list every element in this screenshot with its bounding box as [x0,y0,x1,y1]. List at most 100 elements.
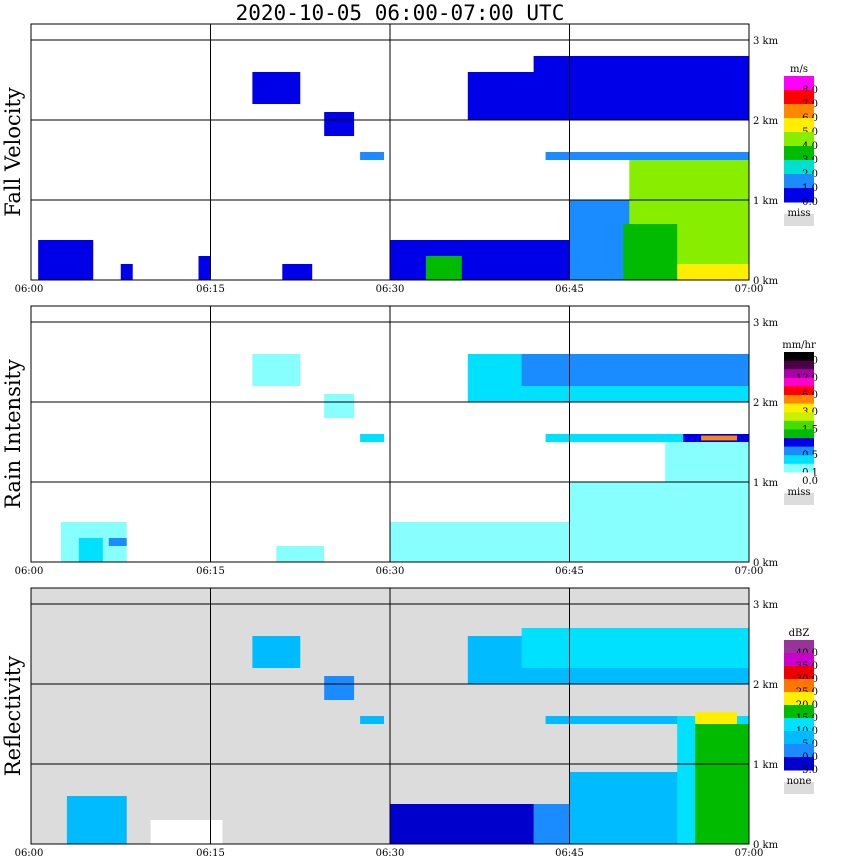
echo-region [252,72,301,104]
y-tick-label: 1 km [753,196,779,207]
legend-swatch [784,692,814,706]
x-tick-label: 07:00 [735,284,764,295]
legend-swatch [784,146,814,161]
legend-swatch [784,188,814,203]
legend-swatch [784,90,814,105]
echo-region [701,435,738,441]
echo-region [545,716,749,724]
echo-region [533,56,749,104]
legend-missing-swatch [784,214,814,226]
y-tick-label: 3 km [753,318,779,329]
y-tick-label: 1 km [753,478,779,489]
echo-region [282,264,313,280]
x-tick-label: 06:15 [196,284,225,295]
x-tick-label: 06:00 [15,284,44,295]
panel-title: Rain Intensity [1,359,25,509]
echo-region [425,256,462,280]
legend-swatch [784,132,814,147]
legend-swatch [784,429,814,439]
plot-frame [30,305,750,563]
legend-swatch [784,403,814,413]
y-tick-label: 3 km [753,36,779,47]
echo-region [108,538,127,546]
legend-swatch [784,369,814,379]
legend-swatch [784,395,814,405]
x-tick-label: 06:45 [555,848,584,859]
echo-region [324,394,355,418]
x-tick-label: 06:30 [376,566,405,577]
echo-region [665,434,749,562]
legend-swatch [784,76,814,91]
x-tick-label: 06:00 [15,848,44,859]
legend-label: 0.0 [802,476,818,487]
legend-swatch [784,472,814,482]
x-tick-label: 06:30 [376,284,405,295]
panel-title: Fall Velocity [1,87,25,217]
echo-region [360,434,385,442]
x-tick-label: 07:00 [735,848,764,859]
echo-region [324,676,355,700]
legend-swatch [784,744,814,758]
echo-region [521,354,749,386]
legend-label: 0.0 [802,197,818,208]
echo-region [120,264,133,280]
legend-swatch [784,386,814,396]
legend-missing-label: miss [788,487,811,498]
legend-missing-swatch [784,493,814,505]
legend-missing-label: miss [788,208,811,219]
x-tick-label: 06:15 [196,566,225,577]
legend-swatch [784,438,814,448]
echo-region [545,434,749,442]
echo-region [360,152,385,160]
echo-region [252,354,301,386]
echo-region [252,636,301,668]
chart-title: 2020-10-05 06:00-07:00 UTC [235,1,565,25]
legend-swatch [784,104,814,119]
legend-swatch [784,666,814,680]
echo-region [150,820,223,844]
echo-region [671,264,749,280]
legend-swatch [784,640,814,654]
x-tick-label: 07:00 [735,566,764,577]
legend-swatch [784,377,814,387]
legend-missing-swatch [784,782,814,794]
y-tick-label: 2 km [753,116,779,127]
legend-swatch [784,757,814,771]
legend-unit: dBZ [789,628,810,639]
legend-swatch [784,718,814,732]
x-tick-label: 06:45 [555,284,584,295]
echo-region [38,240,94,280]
legend-swatch [784,463,814,473]
y-tick-label: 1 km [753,760,779,771]
legend-swatch [784,412,814,422]
echo-region [198,256,211,280]
echo-region [324,112,355,136]
legend-swatch [784,160,814,175]
x-tick-label: 06:30 [376,848,405,859]
legend-swatch [784,705,814,719]
x-tick-label: 06:45 [555,566,584,577]
echo-region [521,628,749,668]
x-tick-label: 06:00 [15,566,44,577]
legend-swatch [784,455,814,465]
y-tick-label: 0 km [753,840,779,851]
echo-region [360,716,385,724]
legend-swatch [784,653,814,667]
plot-frame [30,23,750,281]
y-tick-label: 0 km [753,558,779,569]
legend-swatch [784,679,814,693]
echo-region [695,724,749,844]
y-tick-label: 0 km [753,276,779,287]
legend-swatch [784,446,814,456]
echo-region [695,712,738,724]
legend-swatch [784,731,814,745]
panel-title: Reflectivity [1,656,25,777]
echo-region [623,224,678,280]
echo-region [78,538,103,562]
echo-region [276,546,325,562]
y-tick-label: 2 km [753,398,779,409]
plot-frame [30,587,750,845]
echo-region [66,796,127,844]
y-tick-label: 3 km [753,600,779,611]
